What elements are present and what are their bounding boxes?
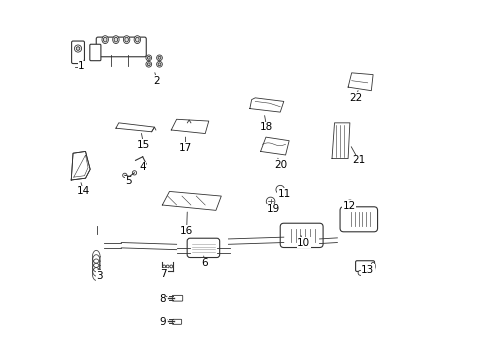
Text: 7: 7 bbox=[160, 269, 167, 279]
Circle shape bbox=[357, 270, 363, 275]
Text: 14: 14 bbox=[77, 186, 90, 197]
Circle shape bbox=[166, 265, 169, 268]
Circle shape bbox=[275, 185, 284, 194]
Polygon shape bbox=[249, 98, 283, 112]
Polygon shape bbox=[260, 137, 288, 155]
Circle shape bbox=[163, 265, 165, 268]
Circle shape bbox=[132, 171, 136, 175]
Text: 15: 15 bbox=[137, 140, 150, 150]
Ellipse shape bbox=[103, 37, 107, 42]
Polygon shape bbox=[71, 152, 90, 180]
Circle shape bbox=[169, 265, 172, 268]
Circle shape bbox=[158, 57, 161, 59]
Ellipse shape bbox=[123, 36, 130, 44]
Circle shape bbox=[345, 200, 353, 208]
FancyBboxPatch shape bbox=[280, 223, 323, 248]
Text: 18: 18 bbox=[260, 122, 273, 132]
Circle shape bbox=[145, 62, 151, 67]
Text: 17: 17 bbox=[179, 143, 192, 153]
Circle shape bbox=[122, 173, 127, 177]
Polygon shape bbox=[331, 123, 349, 158]
Ellipse shape bbox=[124, 37, 128, 42]
Ellipse shape bbox=[114, 37, 118, 42]
Ellipse shape bbox=[112, 36, 119, 44]
Text: 11: 11 bbox=[277, 189, 290, 199]
FancyBboxPatch shape bbox=[172, 319, 181, 324]
Text: 1: 1 bbox=[78, 62, 85, 71]
Text: 6: 6 bbox=[201, 258, 207, 268]
Text: 2: 2 bbox=[153, 76, 160, 86]
FancyBboxPatch shape bbox=[187, 238, 219, 257]
Text: 20: 20 bbox=[274, 160, 287, 170]
FancyBboxPatch shape bbox=[96, 37, 146, 57]
FancyBboxPatch shape bbox=[90, 44, 101, 61]
Circle shape bbox=[74, 45, 81, 52]
FancyBboxPatch shape bbox=[355, 261, 374, 271]
Text: 13: 13 bbox=[360, 265, 374, 275]
Text: 16: 16 bbox=[180, 226, 193, 236]
Text: 3: 3 bbox=[96, 271, 103, 281]
Polygon shape bbox=[171, 119, 208, 134]
Circle shape bbox=[156, 55, 162, 61]
Text: 5: 5 bbox=[125, 176, 131, 186]
Polygon shape bbox=[162, 192, 221, 210]
Ellipse shape bbox=[134, 36, 140, 44]
Text: 19: 19 bbox=[266, 204, 279, 214]
Text: 9: 9 bbox=[160, 317, 166, 327]
Ellipse shape bbox=[135, 37, 139, 42]
Circle shape bbox=[76, 47, 80, 50]
Circle shape bbox=[147, 63, 150, 66]
Ellipse shape bbox=[370, 262, 374, 270]
Polygon shape bbox=[347, 73, 372, 91]
Circle shape bbox=[145, 55, 151, 61]
FancyBboxPatch shape bbox=[71, 41, 84, 64]
FancyBboxPatch shape bbox=[339, 207, 377, 232]
Text: 4: 4 bbox=[139, 162, 145, 172]
FancyBboxPatch shape bbox=[172, 296, 183, 301]
Polygon shape bbox=[116, 123, 154, 132]
Text: 22: 22 bbox=[348, 93, 362, 103]
Circle shape bbox=[158, 63, 161, 66]
Circle shape bbox=[147, 57, 150, 59]
Text: 8: 8 bbox=[159, 294, 165, 303]
Text: 10: 10 bbox=[297, 238, 310, 248]
Text: 21: 21 bbox=[351, 156, 365, 165]
Text: 12: 12 bbox=[342, 201, 355, 211]
Ellipse shape bbox=[102, 36, 108, 44]
Circle shape bbox=[156, 62, 162, 67]
Circle shape bbox=[266, 197, 274, 206]
